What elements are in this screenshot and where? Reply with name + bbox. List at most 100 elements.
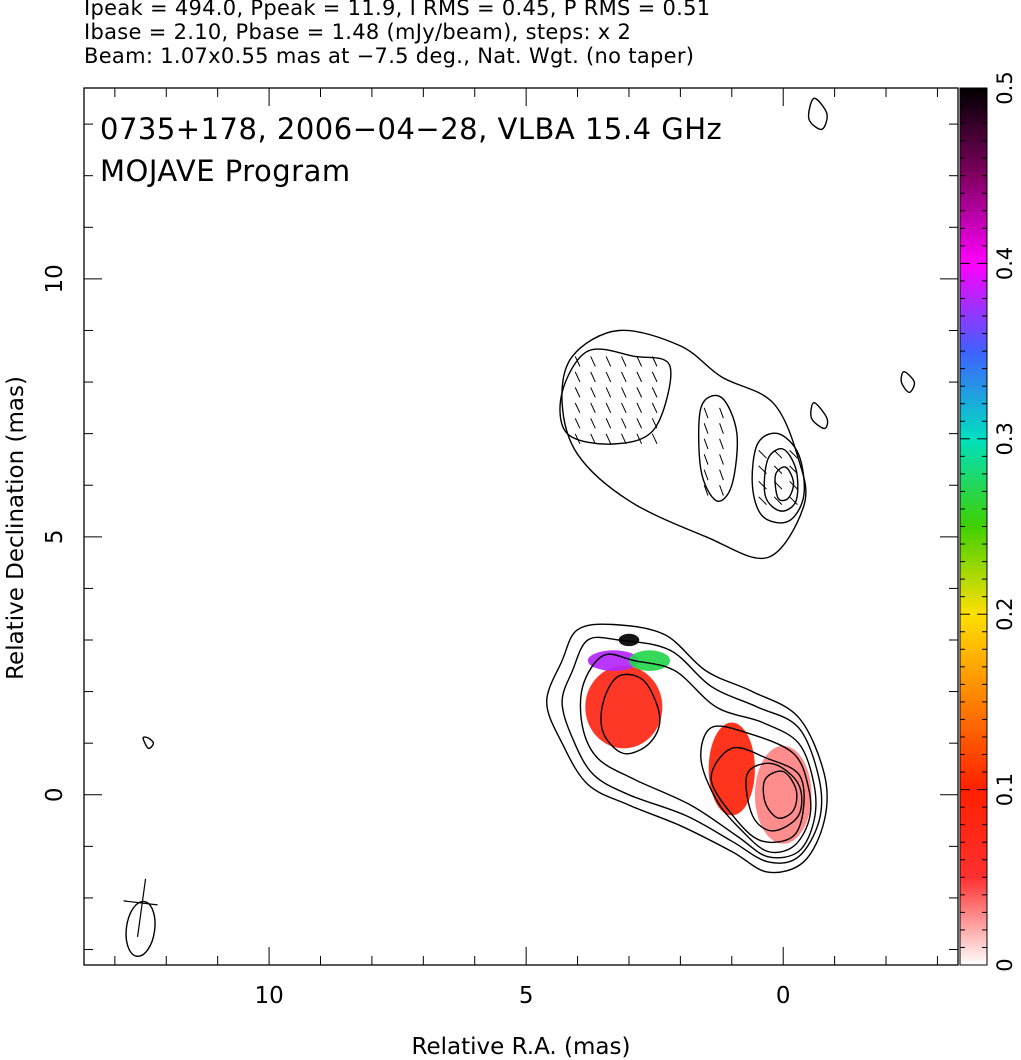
evpa-vector-b-8: [719, 438, 724, 450]
evpa-vector-b-3: [703, 454, 709, 465]
evpa-vector-c-8: [789, 450, 798, 459]
contour-6: [762, 770, 798, 819]
evpa-vector-a-19: [621, 371, 627, 383]
y-tick-label-0: 0: [42, 787, 68, 802]
evpa-vector-c-6: [773, 480, 783, 490]
evpa-vector-a-13: [605, 371, 612, 383]
contour-16: [900, 370, 916, 394]
contour-7: [600, 673, 661, 755]
pol-patch-1: [587, 650, 640, 671]
evpa-vector-a-28: [636, 418, 643, 429]
contour-11: [751, 432, 806, 524]
evpa-vector-a-20: [621, 387, 627, 398]
evpa-vectors-layer: [574, 356, 798, 505]
x-tick-label-1: 5: [519, 983, 534, 1009]
y-tick-label-2: 10: [42, 264, 68, 293]
contour-14: [807, 97, 828, 131]
contour-1: [561, 636, 823, 864]
contour-0: [545, 623, 828, 874]
cbar-tick-label-5: 0.5: [993, 71, 1017, 104]
evpa-vector-b-1: [703, 423, 709, 434]
evpa-vector-a-15: [605, 402, 612, 414]
evpa-vector-a-7: [590, 371, 596, 383]
evpa-vector-c-5: [773, 465, 783, 474]
pol-patch-0: [585, 665, 663, 749]
beam-major-axis: [136, 878, 147, 937]
pol-patch-3: [618, 633, 640, 647]
evpa-vector-c-10: [789, 480, 798, 490]
evpa-vector-a-17: [605, 433, 612, 445]
evpa-vector-a-33: [651, 402, 658, 414]
evpa-vector-a-5: [574, 433, 581, 445]
y-axis-label: Relative Declination (mas): [3, 376, 29, 680]
pol-patch-5: [754, 745, 812, 844]
evpa-vector-c-9: [789, 465, 798, 474]
colorbar: 0 0.1 0.2 0.3 0.4 0.5: [959, 71, 1017, 972]
evpa-vector-b-6: [719, 407, 724, 419]
evpa-vector-a-22: [621, 418, 627, 429]
evpa-vector-c-1: [758, 465, 767, 474]
contour-layer: [142, 97, 916, 874]
contour-17: [142, 736, 155, 750]
evpa-vector-a-0: [574, 356, 581, 367]
evpa-vector-a-35: [651, 433, 658, 445]
evpa-vector-a-32: [651, 387, 658, 398]
evpa-vector-a-3: [574, 402, 581, 414]
evpa-vector-a-18: [621, 356, 627, 367]
evpa-vector-a-24: [636, 356, 643, 367]
evpa-vector-b-11: [719, 485, 724, 496]
evpa-vector-b-5: [703, 485, 709, 496]
contour-15: [810, 401, 829, 430]
contour-5: [745, 762, 803, 832]
beam-ellipse: [125, 900, 156, 958]
evpa-vector-b-2: [703, 438, 709, 450]
cbar-tick-label-4: 0.4: [993, 247, 1017, 280]
evpa-vector-c-4: [773, 450, 783, 459]
polarization-layer: [585, 633, 812, 844]
chart-title: 0735+178, 2006−04−28, VLBA 15.4 GHz: [100, 112, 723, 146]
x-tick-label-0: 10: [254, 983, 283, 1009]
evpa-vector-a-8: [590, 387, 596, 398]
evpa-vector-a-31: [651, 371, 658, 383]
header-line-3: Beam: 1.07x0.55 mas at −7.5 deg., Nat. W…: [84, 44, 695, 68]
axis-ticks: 10 5 0 0 5 10: [42, 88, 958, 1009]
contour-12: [763, 448, 799, 512]
beam-minor-axis: [123, 900, 158, 906]
evpa-vector-b-4: [703, 469, 709, 481]
contour-3: [700, 725, 812, 854]
evpa-vector-a-30: [651, 356, 658, 367]
evpa-vector-a-1: [574, 371, 581, 383]
evpa-vector-b-9: [719, 454, 724, 465]
header-line-1: Ipeak = 494.0, Ppeak = 11.9, I RMS = 0.4…: [84, 0, 711, 20]
x-tick-label-2: 0: [776, 983, 791, 1009]
header-line-2: Ibase = 2.10, Pbase = 1.48 (mJy/beam), s…: [84, 20, 632, 44]
evpa-vector-a-25: [636, 371, 643, 383]
plot-frame: [83, 87, 959, 966]
evpa-vector-a-10: [590, 418, 596, 429]
evpa-vector-b-0: [703, 407, 709, 419]
evpa-vector-a-6: [590, 356, 596, 367]
evpa-vector-a-21: [621, 402, 627, 414]
evpa-vector-a-16: [605, 418, 612, 429]
y-tick-label-1: 5: [42, 529, 68, 544]
evpa-vector-c-3: [758, 496, 767, 505]
evpa-vector-a-2: [574, 387, 581, 398]
evpa-vector-a-14: [605, 387, 612, 398]
x-axis-label: Relative R.A. (mas): [412, 1034, 631, 1060]
evpa-vector-c-11: [789, 496, 798, 505]
evpa-vector-b-10: [719, 469, 724, 481]
evpa-vector-a-34: [651, 418, 658, 429]
cbar-tick-label-3: 0.3: [993, 422, 1017, 455]
evpa-vector-a-29: [636, 433, 643, 445]
evpa-vector-a-26: [636, 387, 643, 398]
evpa-vector-c-2: [758, 480, 767, 490]
chart-subtitle: MOJAVE Program: [100, 154, 351, 188]
evpa-vector-b-7: [719, 423, 724, 434]
evpa-vector-a-9: [590, 402, 596, 414]
pol-patch-4: [708, 722, 755, 816]
contour-8: [561, 329, 807, 560]
cbar-tick-label-0: 0: [993, 958, 1017, 971]
contour-10: [697, 394, 739, 502]
evpa-vector-a-11: [590, 433, 596, 445]
